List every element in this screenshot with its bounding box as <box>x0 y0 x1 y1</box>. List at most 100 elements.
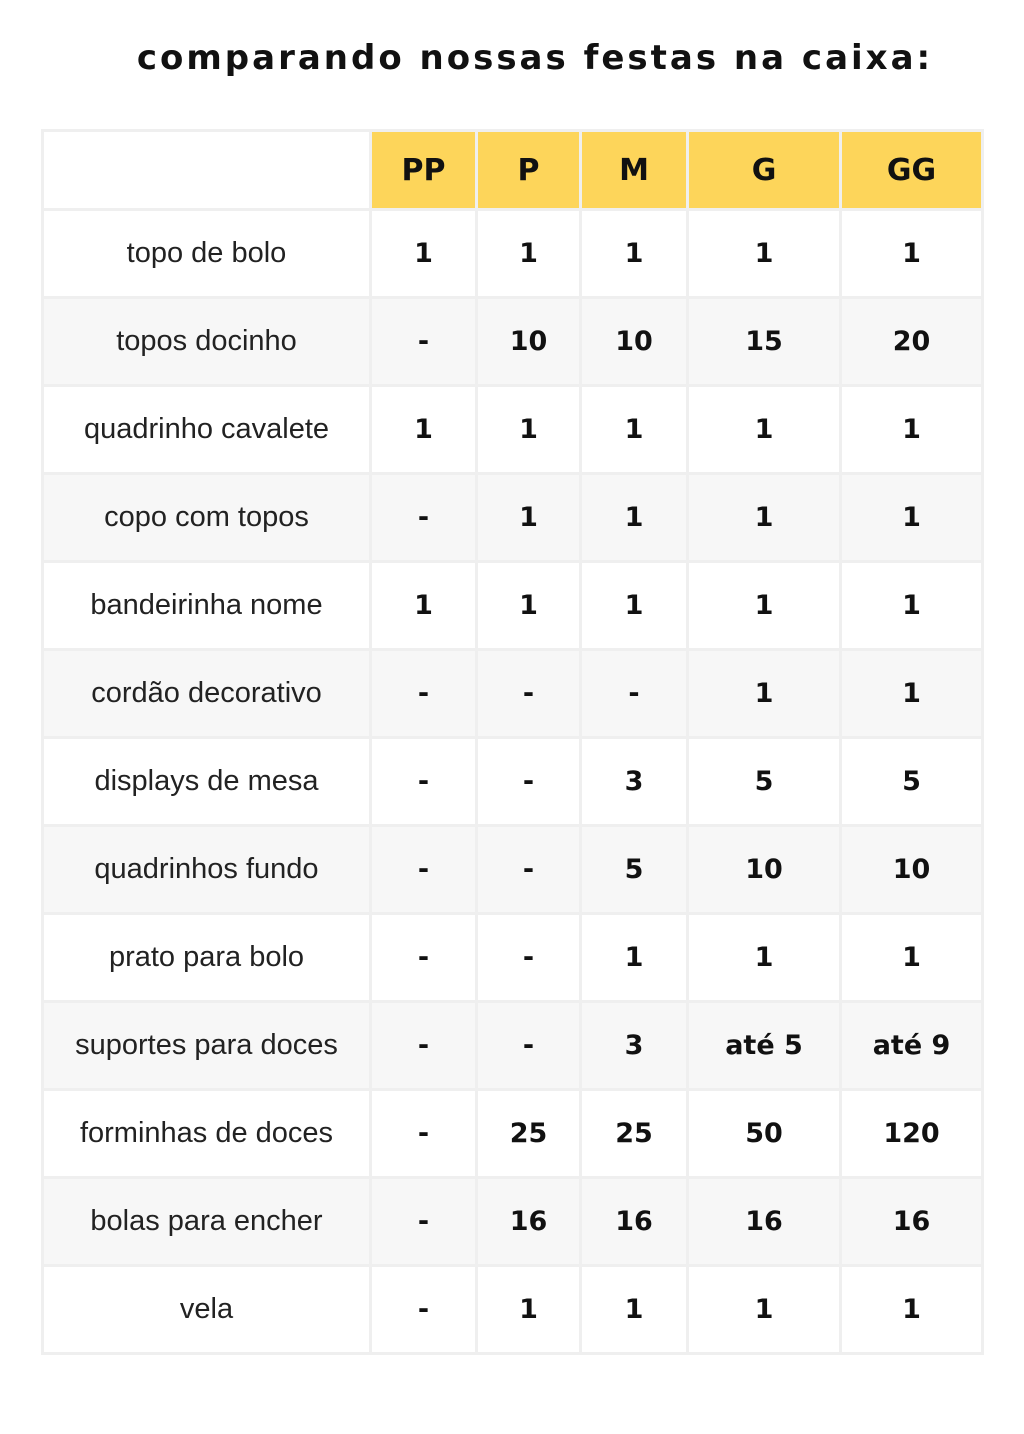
row-label: suportes para doces <box>41 1000 372 1091</box>
cell-value: - <box>369 912 478 1003</box>
cell-value: - <box>369 1000 478 1091</box>
table-row: topos docinho -10 10 15 20 <box>41 296 984 387</box>
column-header: PP <box>369 129 478 211</box>
column-header: GG <box>839 129 984 211</box>
header-row: PP P M G GG <box>41 129 984 211</box>
table-row: displays de mesa - -3 5 5 <box>41 736 984 827</box>
cell-value: 1 <box>686 560 842 651</box>
cell-value: 1 <box>839 208 984 299</box>
table-row: vela -1 1 1 1 <box>41 1264 984 1355</box>
table-row: cordão decorativo - - -1 1 <box>41 648 984 739</box>
cell-value: 1 <box>686 472 842 563</box>
column-header: G <box>686 129 842 211</box>
row-label: forminhas de doces <box>41 1088 372 1179</box>
table-row: quadrinho cavalete 1 1 1 1 1 <box>41 384 984 475</box>
cell-value: - <box>369 1264 478 1355</box>
table-row: bandeirinha nome 1 1 1 1 1 <box>41 560 984 651</box>
cell-value: - <box>369 648 478 739</box>
table-row: copo com topos -1 1 1 1 <box>41 472 984 563</box>
cell-value: 10 <box>579 296 689 387</box>
cell-value: 1 <box>475 384 582 475</box>
cell-value: 1 <box>369 384 478 475</box>
cell-value: 10 <box>475 296 582 387</box>
cell-value: 1 <box>579 384 689 475</box>
row-label: bolas para encher <box>41 1176 372 1267</box>
cell-value: 1 <box>686 912 842 1003</box>
cell-value: - <box>475 824 582 915</box>
cell-value: 5 <box>686 736 842 827</box>
cell-value: 1 <box>579 1264 689 1355</box>
cell-value: - <box>369 472 478 563</box>
cell-value: 10 <box>686 824 842 915</box>
table-row: topo de bolo 1 1 1 1 1 <box>41 208 984 299</box>
cell-value: 1 <box>839 384 984 475</box>
cell-value: 1 <box>475 208 582 299</box>
cell-value: 5 <box>839 736 984 827</box>
cell-value: 1 <box>475 472 582 563</box>
cell-value: 1 <box>839 1264 984 1355</box>
cell-value: - <box>475 736 582 827</box>
row-label: quadrinhos fundo <box>41 824 372 915</box>
cell-value: 120 <box>839 1088 984 1179</box>
cell-value: - <box>369 1088 478 1179</box>
cell-value: 3 <box>579 1000 689 1091</box>
cell-value: 16 <box>839 1176 984 1267</box>
cell-value: 15 <box>686 296 842 387</box>
cell-value: 1 <box>579 912 689 1003</box>
column-header: M <box>579 129 689 211</box>
cell-value: - <box>475 1000 582 1091</box>
table-row: quadrinhos fundo - -5 10 10 <box>41 824 984 915</box>
cell-value: - <box>369 1176 478 1267</box>
header-blank-cell <box>41 129 372 211</box>
cell-value: 20 <box>839 296 984 387</box>
row-label: cordão decorativo <box>41 648 372 739</box>
cell-value: 1 <box>686 648 842 739</box>
cell-value: 1 <box>686 1264 842 1355</box>
cell-value: até 5 <box>686 1000 842 1091</box>
row-label: topos docinho <box>41 296 372 387</box>
cell-value: 1 <box>686 208 842 299</box>
cell-value: 25 <box>475 1088 582 1179</box>
cell-value: - <box>369 824 478 915</box>
cell-value: 1 <box>839 560 984 651</box>
cell-value: - <box>579 648 689 739</box>
row-label: topo de bolo <box>41 208 372 299</box>
column-header: P <box>475 129 582 211</box>
cell-value: 1 <box>369 208 478 299</box>
table-row: bolas para encher -16 16 16 16 <box>41 1176 984 1267</box>
cell-value: - <box>475 648 582 739</box>
cell-value: 25 <box>579 1088 689 1179</box>
cell-value: - <box>369 296 478 387</box>
cell-value: 16 <box>579 1176 689 1267</box>
cell-value: 1 <box>579 560 689 651</box>
cell-value: - <box>369 736 478 827</box>
table-row: prato para bolo - -1 1 1 <box>41 912 984 1003</box>
table-row: forminhas de doces -25 25 50 120 <box>41 1088 984 1179</box>
cell-value: até 9 <box>839 1000 984 1091</box>
cell-value: 1 <box>579 472 689 563</box>
cell-value: 16 <box>686 1176 842 1267</box>
cell-value: 1 <box>839 648 984 739</box>
comparison-table: PP P M G GG topo de bolo 1 1 1 1 1 topos docin… <box>41 129 984 1355</box>
row-label: bandeirinha nome <box>41 560 372 651</box>
row-label: prato para bolo <box>41 912 372 1003</box>
cell-value: 1 <box>839 912 984 1003</box>
cell-value: 16 <box>475 1176 582 1267</box>
row-label: copo com topos <box>41 472 372 563</box>
row-label: displays de mesa <box>41 736 372 827</box>
row-label: quadrinho cavalete <box>41 384 372 475</box>
cell-value: 5 <box>579 824 689 915</box>
cell-value: - <box>475 912 582 1003</box>
cell-value: 3 <box>579 736 689 827</box>
cell-value: 1 <box>686 384 842 475</box>
cell-value: 1 <box>475 1264 582 1355</box>
row-label: vela <box>41 1264 372 1355</box>
cell-value: 50 <box>686 1088 842 1179</box>
cell-value: 1 <box>839 472 984 563</box>
page-title: comparando nossas festas na caixa: <box>136 38 934 78</box>
table-row: suportes para doces - -3 até 5 até 9 <box>41 1000 984 1091</box>
cell-value: 1 <box>579 208 689 299</box>
cell-value: 1 <box>475 560 582 651</box>
cell-value: 1 <box>369 560 478 651</box>
cell-value: 10 <box>839 824 984 915</box>
